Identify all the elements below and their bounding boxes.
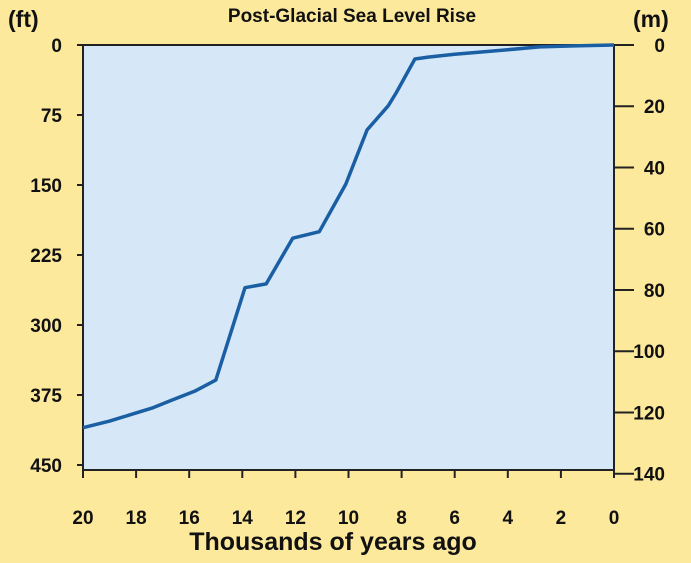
left-tick-label: 75 (41, 106, 63, 127)
left-tick-label: 375 (30, 386, 62, 407)
x-tick-label: 2 (556, 508, 567, 529)
x-axis-label: Thousands of years ago (189, 528, 477, 556)
right-tick-label: 140 (633, 465, 665, 486)
right-tick-label: 0 (654, 36, 665, 57)
left-axis-unit: (ft) (8, 6, 39, 32)
x-tick-label: 14 (232, 508, 254, 529)
plot-area (82, 44, 615, 471)
x-tick-label: 12 (285, 508, 306, 529)
left-tick-label: 300 (30, 316, 62, 337)
sea-level-line (82, 43, 615, 430)
right-tick-label: 120 (633, 403, 665, 424)
x-tick-label: 16 (179, 508, 200, 529)
left-tick-label: 450 (30, 456, 62, 477)
right-tick-label: 20 (644, 97, 665, 118)
left-tick-label: 0 (51, 36, 62, 57)
right-tick-label: 100 (633, 342, 665, 363)
right-tick-label: 40 (644, 158, 665, 179)
x-tick-label: 4 (503, 508, 514, 529)
left-tick-label: 225 (30, 246, 62, 267)
right-axis-unit: (m) (633, 6, 669, 32)
right-tick-label: 80 (644, 281, 665, 302)
x-tick-label: 6 (449, 508, 460, 529)
x-tick-label: 18 (126, 508, 147, 529)
right-tick-label: 60 (644, 220, 665, 241)
x-tick-label: 20 (72, 508, 93, 529)
left-tick-label: 150 (30, 176, 62, 197)
x-tick-label: 0 (609, 508, 620, 529)
chart-title: Post-Glacial Sea Level Rise (228, 6, 476, 27)
x-tick-label: 10 (338, 508, 359, 529)
x-tick-label: 8 (396, 508, 407, 529)
